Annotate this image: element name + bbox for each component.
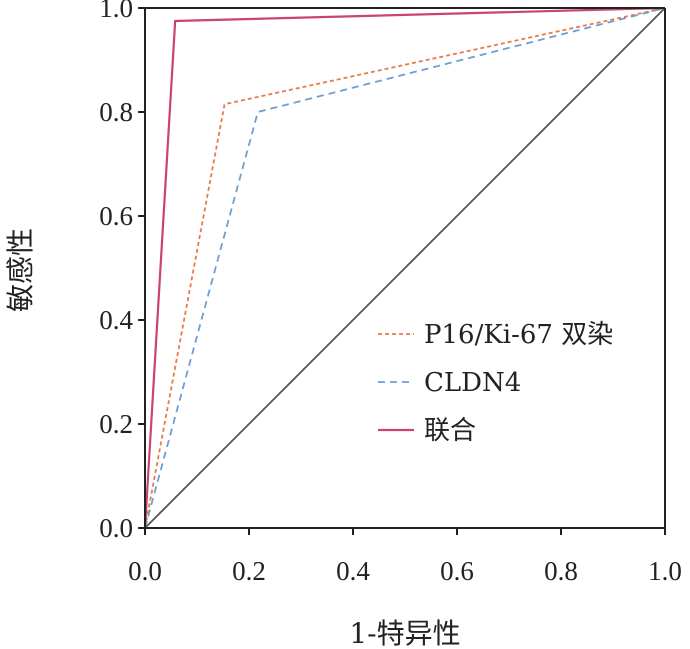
x-axis-title: 1-特异性 — [349, 617, 460, 649]
y-tick-label: 0.8 — [99, 97, 133, 127]
x-tick-label: 0.6 — [440, 556, 474, 586]
y-tick-label: 0.6 — [99, 201, 133, 231]
series-line-2 — [143, 6, 666, 529]
x-tick-label: 1.0 — [648, 556, 682, 586]
reference-diagonal-line — [144, 7, 666, 529]
y-axis-title: 敏感性 — [4, 228, 37, 312]
x-tick-label: 0.4 — [336, 556, 370, 586]
legend-label-2: 联合 — [424, 416, 476, 446]
series-line-0 — [144, 7, 666, 529]
y-tick-label: 0.0 — [99, 513, 133, 543]
y-tick-label: 1.0 — [99, 0, 133, 23]
y-tick-label: 0.2 — [99, 409, 133, 439]
legend-label-1: CLDN4 — [424, 368, 521, 398]
y-tick-label: 0.4 — [99, 305, 133, 335]
x-tick-label: 0.8 — [544, 556, 578, 586]
legend-label-0: P16/Ki-67 双染 — [424, 320, 613, 350]
series-line-1 — [144, 7, 666, 529]
x-tick-label: 0.0 — [128, 556, 162, 586]
x-tick-label: 0.2 — [232, 556, 266, 586]
